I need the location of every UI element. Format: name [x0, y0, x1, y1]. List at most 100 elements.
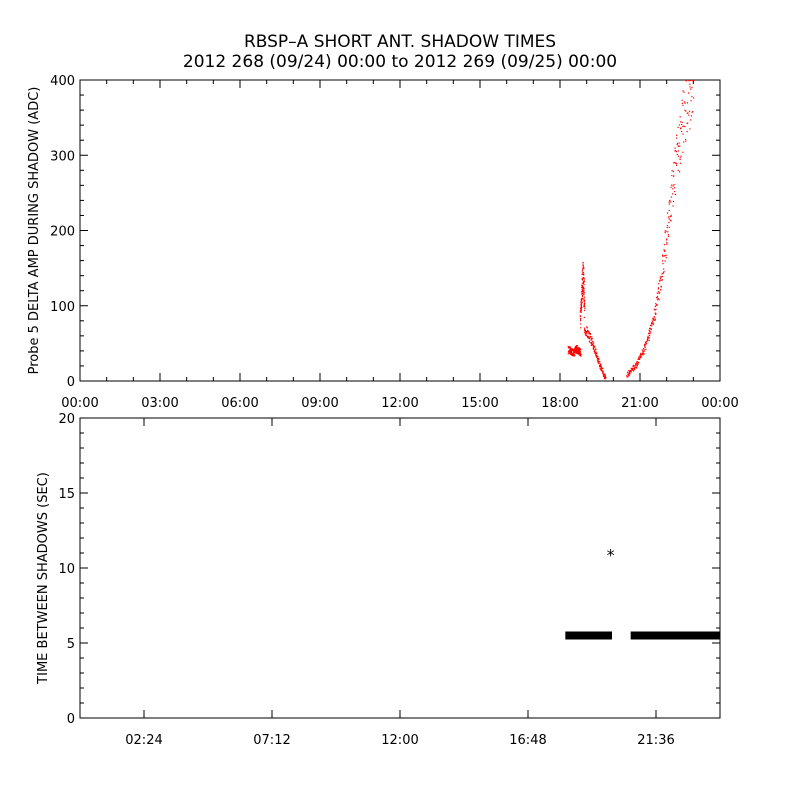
x-tick-label: 00:00 [61, 396, 98, 411]
x-tick-label: 06:00 [221, 396, 258, 411]
data-point [580, 309, 583, 311]
data-point [581, 278, 583, 280]
data-point [632, 367, 634, 369]
data-point [657, 291, 660, 293]
data-point [590, 341, 593, 344]
data-point [631, 368, 633, 370]
data-point [675, 134, 678, 136]
data-point [666, 226, 668, 229]
data-point [602, 367, 604, 370]
data-point [581, 296, 584, 298]
data-point [605, 377, 607, 379]
data-point [690, 119, 692, 121]
data-point [632, 369, 634, 371]
data-point [676, 153, 678, 156]
data-point [582, 273, 584, 275]
data-point [629, 370, 631, 372]
data-point [582, 281, 585, 283]
data-point [580, 299, 582, 301]
data-point [593, 345, 595, 347]
data-point [665, 257, 667, 259]
data-point [587, 333, 589, 335]
data-point [686, 102, 688, 104]
chart-title-line1: RBSP–A SHORT ANT. SHADOW TIMES [243, 32, 557, 52]
data-point [581, 297, 584, 300]
data-point [568, 352, 570, 354]
data-point [579, 315, 582, 318]
data-point [575, 349, 577, 352]
data-point [662, 272, 664, 274]
data-point [688, 114, 690, 116]
data-point [661, 278, 663, 281]
data-point [581, 279, 584, 281]
x-tick-label: 15:00 [461, 396, 498, 411]
data-point [653, 319, 655, 321]
data-point [583, 302, 586, 304]
data-point [583, 296, 586, 298]
data-point [670, 214, 672, 216]
data-point [583, 277, 585, 279]
data-point [568, 351, 570, 353]
data-point [659, 291, 661, 293]
data-point [599, 366, 602, 368]
x-tick-label: 12:00 [381, 396, 418, 411]
data-point [581, 285, 583, 287]
data-point [572, 349, 574, 352]
data-point [646, 340, 648, 342]
data-point [587, 337, 589, 339]
data-point [595, 348, 597, 351]
data-point [626, 376, 628, 378]
data-point [583, 316, 585, 318]
data-point [626, 375, 628, 377]
data-point [599, 367, 601, 369]
data-point [688, 110, 691, 112]
data-point [642, 350, 644, 352]
chart-title-line2: 2012 268 (09/24) 00:00 to 2012 269 (09/2… [182, 52, 618, 72]
data-point [643, 353, 645, 355]
data-point [677, 126, 679, 128]
data-point [628, 370, 630, 372]
data-point [571, 353, 573, 355]
data-point [659, 280, 661, 282]
data-point [664, 232, 666, 234]
data-point [666, 238, 668, 240]
data-point [666, 224, 669, 227]
data-point [667, 216, 670, 218]
data-point [651, 322, 654, 324]
data-point [671, 169, 673, 172]
data-point [583, 267, 585, 269]
data-point [596, 352, 598, 355]
data-point [683, 141, 685, 143]
data-point [668, 209, 670, 212]
data-point [659, 277, 661, 279]
data-point [656, 295, 659, 298]
data-point [668, 226, 670, 228]
data-point [581, 298, 583, 300]
data-point [584, 332, 586, 334]
data-point [652, 318, 655, 320]
y-axis-title: Probe 5 DELTA AMP DURING SHADOW (ADC) [27, 87, 42, 375]
data-point [668, 201, 670, 203]
data-point [567, 353, 569, 355]
data-point [654, 312, 656, 314]
data-point [681, 121, 683, 123]
data-point [627, 376, 629, 378]
data-point [680, 155, 682, 157]
y-tick-label: 0 [67, 712, 75, 727]
data-point [655, 308, 657, 310]
data-point [693, 97, 695, 99]
data-point [679, 128, 682, 130]
data-point [669, 215, 671, 218]
data-point [664, 255, 666, 257]
data-point [685, 140, 687, 142]
data-point [654, 305, 656, 308]
data-point [590, 339, 592, 341]
data-point [597, 357, 600, 359]
data-point [647, 337, 649, 340]
data-point [655, 313, 657, 315]
data-point [644, 346, 646, 348]
data-point [672, 185, 674, 187]
data-point [636, 360, 638, 363]
data-point [682, 104, 684, 106]
data-point [580, 348, 582, 350]
